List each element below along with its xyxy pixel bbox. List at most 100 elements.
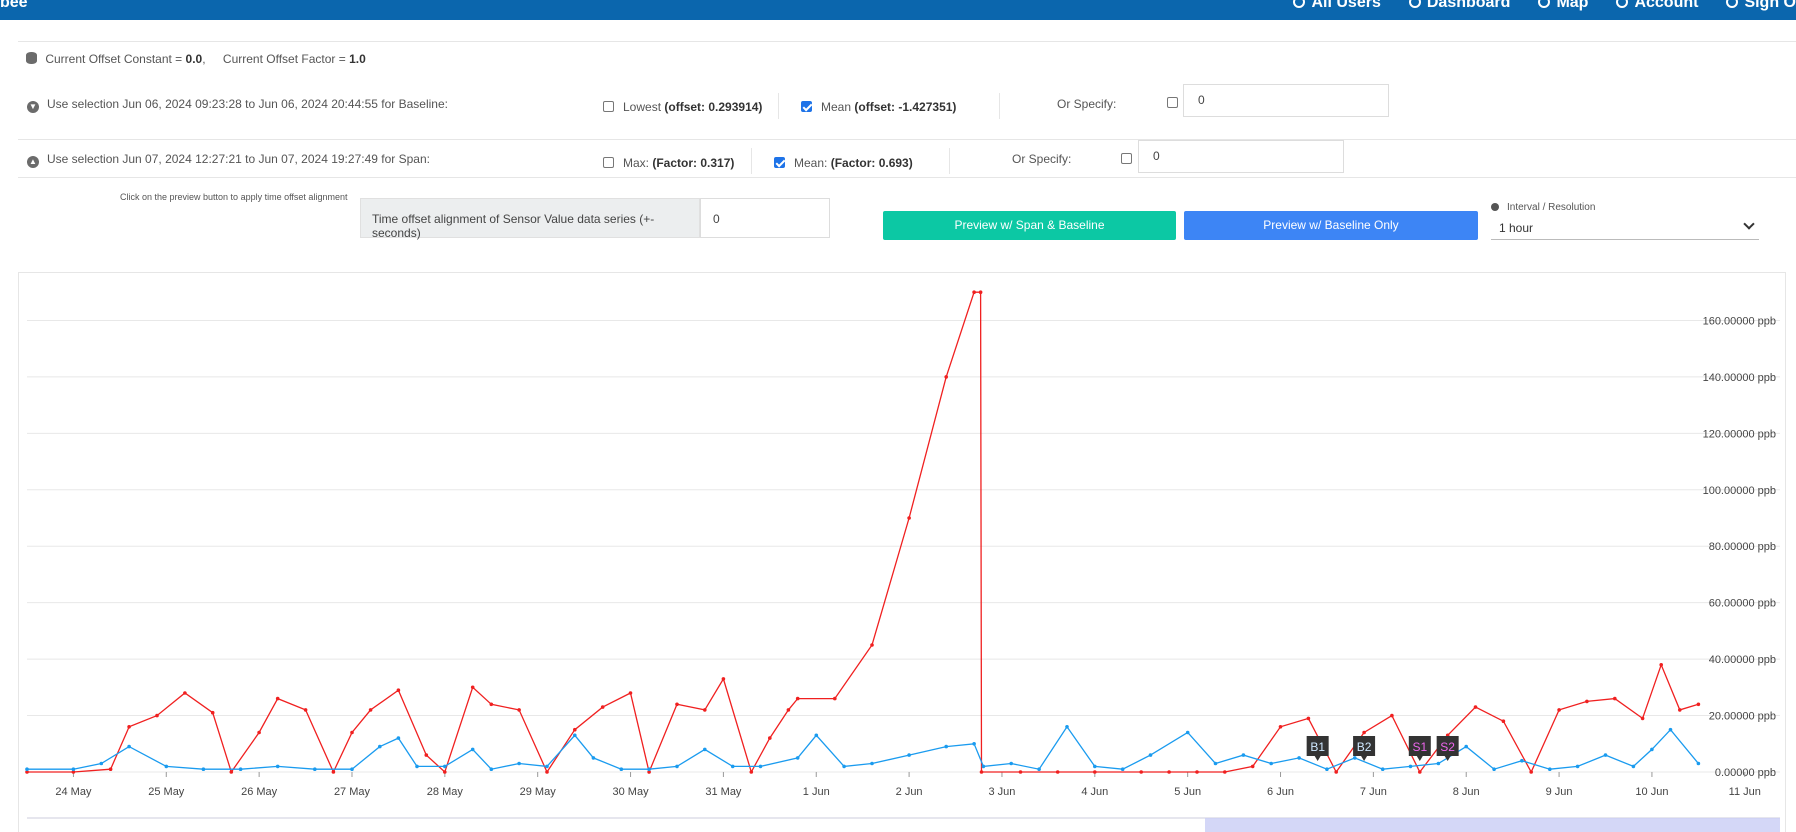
series-point-0 xyxy=(257,730,261,735)
series-point-1 xyxy=(1603,753,1608,757)
series-point-1 xyxy=(545,764,549,769)
series-point-1 xyxy=(25,767,29,771)
marker-label: S1 xyxy=(1412,740,1427,754)
series-point-0 xyxy=(786,708,791,712)
series-point-0 xyxy=(1659,663,1663,667)
span-specify-label: Or Specify: xyxy=(1012,152,1072,166)
series-point-1 xyxy=(1492,767,1496,771)
x-tick-label: 26 May xyxy=(241,786,278,798)
series-point-1 xyxy=(795,756,800,760)
baseline-lowest-option[interactable]: Lowest (offset: 0.293914) xyxy=(603,100,803,114)
offset-factor-value: 1.0 xyxy=(349,52,366,66)
series-point-1 xyxy=(275,764,280,769)
span-max-value: (Factor: 0.317) xyxy=(652,156,735,170)
nav-account[interactable]: Account xyxy=(1616,0,1698,12)
series-point-1 xyxy=(1353,756,1357,760)
series-point-1 xyxy=(1009,761,1013,766)
baseline-specify-input[interactable]: 0 xyxy=(1183,84,1389,117)
baseline-toggle[interactable]: ▼ Use selection Jun 06, 2024 09:23:28 to … xyxy=(27,97,587,113)
baseline-mean-option[interactable]: Mean (offset: -1.427351) xyxy=(801,100,1001,114)
preview-span-baseline-button[interactable]: Preview w/ Span & Baseline xyxy=(883,211,1176,240)
interval-label: Interval / Resolution xyxy=(1507,202,1596,213)
x-tick-label: 6 Jun xyxy=(1267,786,1294,798)
series-point-0 xyxy=(368,708,373,712)
preview-baseline-only-button[interactable]: Preview w/ Baseline Only xyxy=(1184,211,1478,240)
span-mean-checkbox[interactable] xyxy=(774,157,785,168)
divider xyxy=(949,148,950,174)
series-line-1 xyxy=(27,725,1699,770)
span-specify-option[interactable] xyxy=(1121,152,1141,166)
series-point-1 xyxy=(396,736,401,740)
series-point-1 xyxy=(443,764,447,769)
series-point-1 xyxy=(201,767,206,771)
series-point-0 xyxy=(675,702,679,707)
series-point-0 xyxy=(1139,770,1143,774)
series-point-1 xyxy=(1185,730,1190,735)
selection-marker[interactable]: S2 xyxy=(1436,736,1459,761)
series-point-1 xyxy=(1408,764,1413,769)
series-point-0 xyxy=(628,691,633,695)
series-point-1 xyxy=(1650,747,1654,752)
selection-marker[interactable]: S1 xyxy=(1408,736,1431,761)
series-point-1 xyxy=(619,767,624,771)
baseline-mean-checkbox[interactable] xyxy=(801,101,812,112)
x-tick-label: 10 Jun xyxy=(1635,786,1668,798)
series-point-0 xyxy=(489,702,494,707)
baseline-label: Use selection Jun 06, 2024 09:23:28 to J… xyxy=(47,97,448,111)
series-point-0 xyxy=(749,770,754,774)
divider xyxy=(18,139,1796,140)
x-tick-label: 9 Jun xyxy=(1546,786,1573,798)
clock-icon xyxy=(1491,203,1499,211)
alignment-hint: Click on the preview button to apply tim… xyxy=(120,192,348,202)
alignment-seconds-input[interactable]: 0 xyxy=(700,198,830,238)
series-point-0 xyxy=(303,708,308,712)
baseline-specify-checkbox[interactable] xyxy=(1167,97,1178,108)
series-point-1 xyxy=(981,764,986,769)
span-max-checkbox[interactable] xyxy=(603,157,614,168)
series-point-1 xyxy=(1325,767,1329,771)
series-point-1 xyxy=(350,767,354,771)
series-point-0 xyxy=(1093,770,1097,774)
selection-marker[interactable]: B1 xyxy=(1306,736,1329,761)
series-point-0 xyxy=(1585,699,1589,704)
marker-label: B1 xyxy=(1310,740,1325,754)
series-point-0 xyxy=(978,290,983,295)
alignment-label: Time offset alignment of Sensor Value da… xyxy=(360,198,700,240)
span-specify-input[interactable]: 0 xyxy=(1138,140,1344,173)
span-max-option[interactable]: Max: (Factor: 0.317) xyxy=(603,156,763,170)
nav-sign-out[interactable]: Sign O xyxy=(1726,0,1796,12)
x-tick-label: 30 May xyxy=(613,786,650,798)
series-point-0 xyxy=(424,753,429,757)
x-tick-label: 2 Jun xyxy=(896,786,923,798)
interval-select[interactable]: 1 hour xyxy=(1491,216,1759,240)
series-point-0 xyxy=(1167,770,1171,774)
span-toggle[interactable]: ▲ Use selection Jun 07, 2024 12:27:21 to … xyxy=(27,152,587,168)
series-point-1 xyxy=(870,761,874,766)
nav-map[interactable]: Map xyxy=(1538,0,1588,12)
series-point-0 xyxy=(1362,730,1366,735)
nav-dashboard[interactable]: Dashboard xyxy=(1408,0,1510,12)
x-tick-label: 7 Jun xyxy=(1360,786,1387,798)
series-point-0 xyxy=(183,691,187,695)
series-point-1 xyxy=(1464,744,1468,749)
baseline-specify-option[interactable] xyxy=(1167,96,1187,110)
baseline-mean-value: (offset: -1.427351) xyxy=(854,100,957,114)
series-point-1 xyxy=(1436,761,1441,766)
series-point-1 xyxy=(675,764,679,769)
brand-logo[interactable]: bee xyxy=(0,0,28,11)
baseline-lowest-checkbox[interactable] xyxy=(603,101,614,112)
selection-marker[interactable]: B2 xyxy=(1353,736,1376,761)
series-point-0 xyxy=(768,736,772,740)
series-point-1 xyxy=(1065,725,1069,729)
x-tick-label: 24 May xyxy=(55,786,92,798)
x-tick-label: 4 Jun xyxy=(1081,786,1108,798)
series-point-1 xyxy=(814,733,819,738)
span-specify-checkbox[interactable] xyxy=(1121,153,1132,164)
series-point-1 xyxy=(1241,753,1246,757)
nav-all-users[interactable]: All Users xyxy=(1293,0,1381,12)
offset-factor-label: Current Offset Factor = xyxy=(222,52,346,66)
span-mean-option[interactable]: Mean: (Factor: 0.693) xyxy=(774,156,944,170)
series-point-0 xyxy=(647,770,651,774)
series-point-1 xyxy=(972,742,976,746)
